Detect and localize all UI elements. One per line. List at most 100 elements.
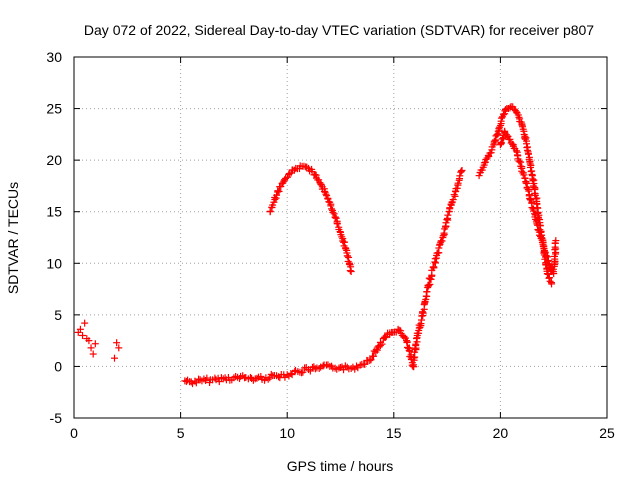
data-point (539, 239, 547, 247)
data-point (336, 228, 344, 236)
data-point (291, 367, 299, 375)
data-point (299, 368, 307, 376)
chart-title: Day 072 of 2022, Sidereal Day-to-day VTE… (84, 22, 594, 38)
data-point (545, 274, 553, 282)
data-point (400, 332, 408, 340)
data-point (543, 267, 551, 275)
y-tick-label: 5 (54, 307, 62, 323)
data-point (192, 379, 200, 387)
data-point (431, 255, 439, 263)
data-point (526, 163, 534, 171)
x-tick-label: 15 (386, 425, 402, 441)
data-point (87, 344, 95, 352)
data-point (523, 146, 531, 154)
data-point (277, 183, 285, 191)
data-point (345, 365, 353, 373)
data-point (267, 370, 275, 378)
data-point (526, 194, 534, 202)
data-point (270, 372, 278, 380)
data-point (346, 267, 354, 275)
data-point (323, 192, 331, 200)
data-point (485, 152, 493, 160)
x-tick-label: 20 (493, 425, 509, 441)
y-axis-label: SDTVAR / TECUs (5, 182, 21, 294)
data-point (551, 239, 559, 247)
data-point (506, 135, 514, 143)
data-point (200, 375, 208, 383)
y-tick-label: 0 (54, 358, 62, 374)
data-point (313, 364, 321, 372)
data-point (302, 363, 310, 371)
axis-ticks: 0 5 10 15 20 25 -5 0 5 10 15 20 25 30 (46, 49, 615, 441)
data-point (370, 352, 378, 360)
data-point (332, 214, 340, 222)
x-tick-label: 25 (599, 425, 615, 441)
data-point (444, 211, 452, 219)
data-point (327, 205, 335, 213)
data-point (253, 374, 261, 382)
data-point (306, 367, 314, 375)
data-point (79, 331, 87, 339)
data-point (81, 319, 89, 327)
data-point (331, 213, 339, 221)
data-point (292, 366, 300, 374)
data-point (353, 362, 361, 370)
data-point (91, 340, 99, 348)
data-point (303, 163, 311, 171)
data-point (191, 377, 199, 385)
data-point (438, 237, 446, 245)
data-point (361, 360, 369, 368)
data-point (261, 376, 269, 384)
data-point (111, 354, 119, 362)
data-point (274, 187, 282, 195)
y-tick-label: 10 (46, 255, 62, 271)
data-point (542, 261, 550, 269)
data-point (416, 323, 424, 331)
data-point (316, 179, 324, 187)
y-tick-label: -5 (50, 410, 63, 426)
x-tick-label: 10 (279, 425, 295, 441)
data-point (330, 210, 338, 218)
plot-frame (73, 56, 608, 419)
data-point (319, 362, 327, 370)
data-point (417, 320, 425, 328)
data-point (426, 280, 434, 288)
data-point (340, 366, 348, 374)
data-point (85, 337, 93, 345)
data-point (501, 107, 509, 115)
data-point (215, 378, 223, 386)
y-tick-label: 15 (46, 204, 62, 220)
data-point (410, 354, 418, 362)
data-point (249, 376, 257, 384)
data-point (366, 357, 374, 365)
data-point (480, 159, 488, 167)
data-point (528, 204, 536, 212)
data-point (279, 179, 287, 187)
data-point (287, 369, 295, 377)
data-point (515, 113, 523, 121)
data-point (196, 376, 204, 384)
data-point (457, 168, 465, 176)
y-tick-label: 25 (46, 101, 62, 117)
y-tick-label: 30 (46, 49, 62, 65)
data-point (115, 344, 123, 352)
data-point (423, 288, 431, 296)
data-point (329, 208, 337, 216)
y-tick-label: 20 (46, 152, 62, 168)
data-point (541, 255, 549, 263)
data-point (493, 131, 501, 139)
data-point (497, 138, 505, 146)
data-point (475, 172, 483, 180)
data-point (272, 194, 280, 202)
data-point (406, 353, 414, 361)
data-point (311, 365, 319, 373)
data-point (524, 185, 532, 193)
data-point (457, 167, 465, 175)
data-point (356, 361, 364, 369)
data-point (512, 147, 520, 155)
data-point (533, 220, 541, 228)
data-point (547, 279, 555, 287)
data-point (266, 207, 274, 215)
data-point (257, 372, 265, 380)
x-tick-label: 0 (70, 425, 78, 441)
